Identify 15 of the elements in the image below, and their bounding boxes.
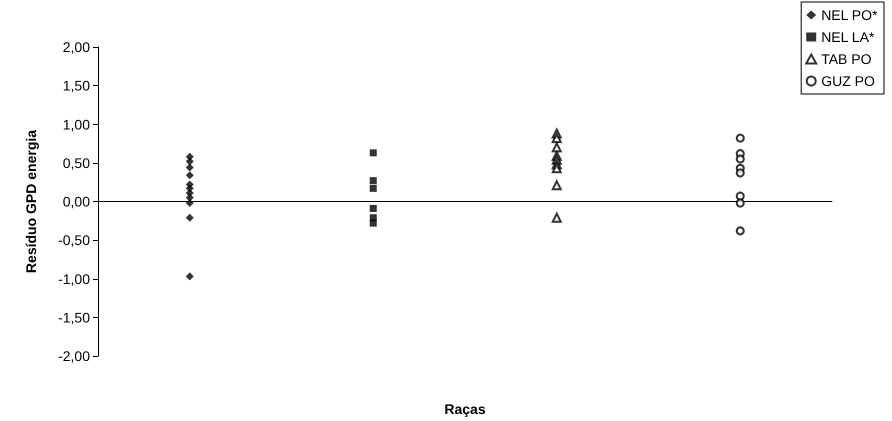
- legend-label: NEL LA*: [821, 29, 875, 45]
- y-tick-label: -1,00: [58, 270, 90, 287]
- y-tick-label: -1,50: [58, 309, 90, 326]
- x-axis-title: Raças: [444, 401, 486, 417]
- legend-label: TAB PO: [821, 51, 872, 67]
- y-axis-title: Resíduo GPD energia: [23, 130, 39, 274]
- y-tick-label: 1,00: [62, 116, 90, 132]
- y-tick-label: -0,50: [58, 232, 90, 248]
- y-tick-label: -2,00: [58, 348, 90, 364]
- y-tick-label: 1,50: [62, 78, 90, 94]
- y-tick-label: 0,00: [62, 194, 90, 210]
- y-tick-label: 0,50: [62, 154, 90, 171]
- y-tick-label: 2,00: [62, 39, 90, 55]
- legend-label: GUZ PO: [821, 73, 875, 89]
- legend-label: NEL PO*: [821, 7, 878, 23]
